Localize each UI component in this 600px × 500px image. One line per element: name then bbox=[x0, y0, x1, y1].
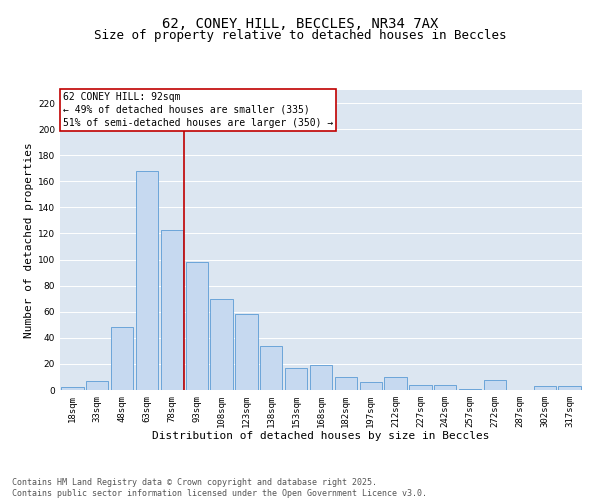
Bar bbox=[484, 380, 506, 390]
Bar bbox=[459, 388, 481, 390]
Bar bbox=[86, 381, 109, 390]
Bar bbox=[559, 386, 581, 390]
Bar bbox=[185, 262, 208, 390]
Text: Size of property relative to detached houses in Beccles: Size of property relative to detached ho… bbox=[94, 29, 506, 42]
Bar bbox=[61, 388, 83, 390]
Bar bbox=[260, 346, 283, 390]
Text: Contains HM Land Registry data © Crown copyright and database right 2025.
Contai: Contains HM Land Registry data © Crown c… bbox=[12, 478, 427, 498]
Bar bbox=[385, 377, 407, 390]
Bar bbox=[136, 171, 158, 390]
Bar bbox=[111, 328, 133, 390]
Y-axis label: Number of detached properties: Number of detached properties bbox=[24, 142, 34, 338]
Bar bbox=[161, 230, 183, 390]
Bar bbox=[409, 385, 431, 390]
Bar bbox=[235, 314, 257, 390]
Bar bbox=[285, 368, 307, 390]
Text: 62 CONEY HILL: 92sqm
← 49% of detached houses are smaller (335)
51% of semi-deta: 62 CONEY HILL: 92sqm ← 49% of detached h… bbox=[62, 92, 333, 128]
Bar bbox=[359, 382, 382, 390]
Bar bbox=[211, 298, 233, 390]
X-axis label: Distribution of detached houses by size in Beccles: Distribution of detached houses by size … bbox=[152, 432, 490, 442]
Bar bbox=[434, 385, 457, 390]
Text: 62, CONEY HILL, BECCLES, NR34 7AX: 62, CONEY HILL, BECCLES, NR34 7AX bbox=[162, 18, 438, 32]
Bar bbox=[310, 365, 332, 390]
Bar bbox=[533, 386, 556, 390]
Bar bbox=[335, 377, 357, 390]
